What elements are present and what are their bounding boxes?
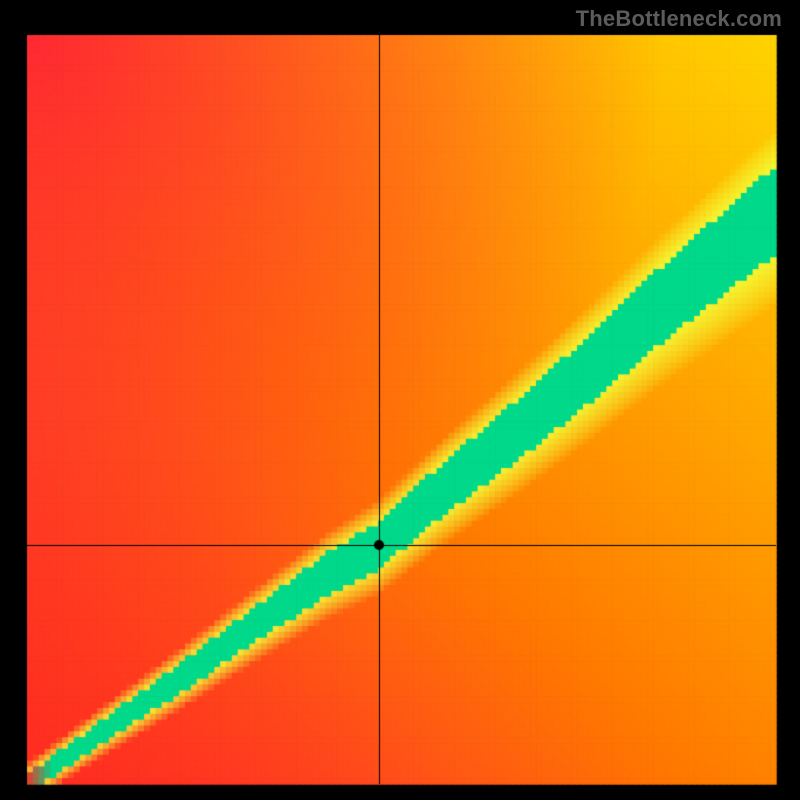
heatmap-canvas — [0, 0, 800, 800]
attribution-label: TheBottleneck.com — [576, 6, 782, 32]
root: TheBottleneck.com — [0, 0, 800, 800]
